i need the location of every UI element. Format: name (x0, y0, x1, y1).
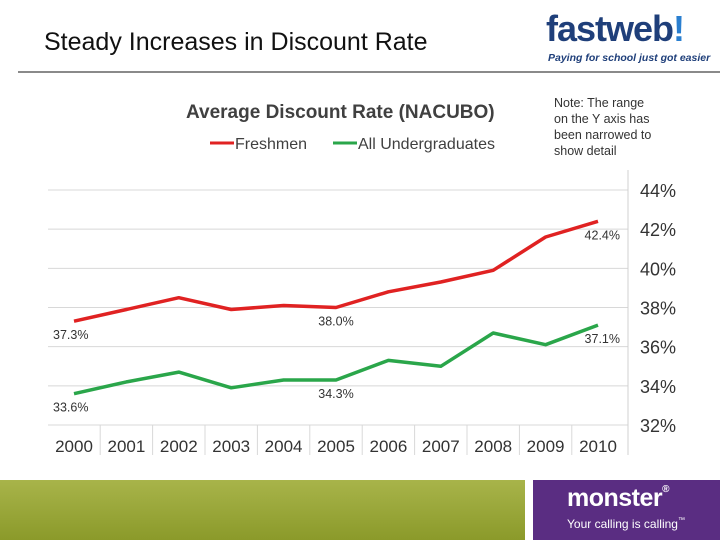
monster-logo[interactable]: monster® (567, 484, 670, 512)
x-tick-label: 2003 (212, 437, 250, 456)
discount-rate-chart: Average Discount Rate (NACUBO) Freshmen Al… (48, 96, 676, 456)
slide-title: Steady Increases in Discount Rate (44, 28, 428, 56)
y-tick-label: 34% (640, 377, 676, 397)
chart-series (73, 219, 599, 396)
monster-tagline: Your calling is calling™ (567, 517, 685, 531)
series-line-freshmen (73, 219, 599, 323)
chart-grid (48, 170, 629, 455)
y-tick-label: 36% (640, 338, 676, 358)
chart-note-line: on the Y axis has (554, 112, 649, 126)
series-line-undergrad (73, 323, 599, 396)
footer-bar: monster® Your calling is calling™ (0, 480, 720, 540)
chart-labels: Average Discount Rate (NACUBO) Freshmen Al… (53, 96, 676, 456)
x-tick-label: 2008 (474, 437, 512, 456)
x-tick-label: 2001 (107, 437, 145, 456)
y-tick-label: 38% (640, 299, 676, 319)
chart-title: Average Discount Rate (NACUBO) (186, 102, 495, 123)
y-tick-label: 44% (640, 181, 676, 201)
fastweb-logo[interactable]: fastweb! Paying for school just got easi… (546, 8, 716, 66)
data-label: 33.6% (53, 401, 88, 415)
chart-note-line: been narrowed to (554, 128, 651, 142)
x-tick-label: 2010 (579, 437, 617, 456)
data-label: 38.0% (318, 315, 353, 329)
x-tick-label: 2002 (160, 437, 198, 456)
data-label: 34.3% (318, 387, 353, 401)
legend-label: All Undergraduates (358, 136, 495, 153)
x-tick-label: 2007 (422, 437, 460, 456)
x-tick-label: 2004 (265, 437, 303, 456)
data-label: 37.1% (585, 332, 620, 346)
x-tick-label: 2000 (55, 437, 93, 456)
fastweb-tagline: Paying for school just got easier (548, 52, 711, 64)
data-label: 42.4% (585, 228, 620, 242)
fastweb-logo-word: fastweb! (546, 8, 685, 49)
y-tick-label: 40% (640, 259, 676, 279)
fastweb-exclamation-icon: ! (673, 8, 685, 49)
chart-note-line: show detail (554, 144, 617, 158)
title-divider (18, 71, 720, 73)
y-tick-label: 42% (640, 220, 676, 240)
y-tick-label: 32% (640, 416, 676, 436)
x-tick-label: 2005 (317, 437, 355, 456)
legend-label: Freshmen (235, 136, 307, 153)
x-tick-label: 2009 (527, 437, 565, 456)
footer-monster-panel (533, 480, 720, 540)
footer-green-band (0, 480, 525, 540)
chart-note-line: Note: The range (554, 96, 644, 110)
data-label: 37.3% (53, 328, 88, 342)
x-tick-label: 2006 (369, 437, 407, 456)
